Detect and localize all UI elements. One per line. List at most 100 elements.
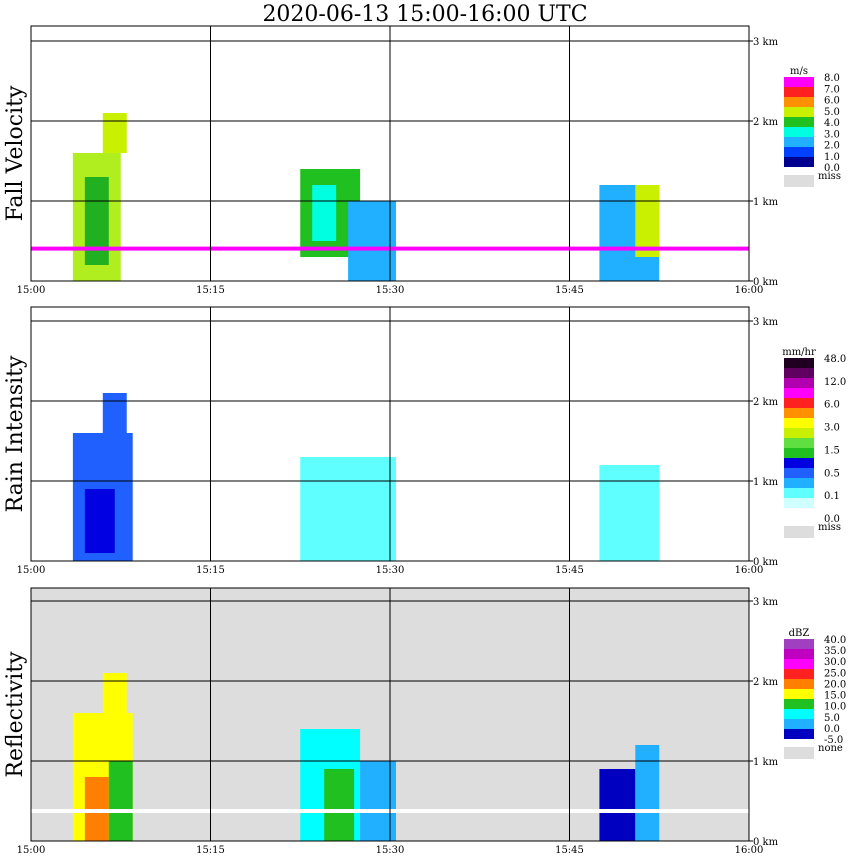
colorbar-swatch: [784, 147, 814, 157]
colorbar-swatch: [784, 468, 814, 478]
y-tick-label: 3 km: [753, 37, 779, 48]
echo-feature: [599, 465, 660, 561]
y-axis-label: Reflectivity: [3, 651, 28, 778]
colorbar-swatch: [784, 388, 814, 398]
colorbar-unit: mm/hr: [782, 347, 816, 358]
colorbar-swatch: [784, 117, 814, 127]
colorbar-label-missing: miss: [818, 171, 841, 182]
echo-feature: [312, 185, 337, 241]
colorbar-label: 7.0: [824, 84, 840, 95]
colorbar-swatch-missing: [784, 747, 814, 759]
colorbar-label: 0.0: [824, 724, 840, 735]
colorbar-swatch: [784, 729, 814, 739]
x-tick-label: 15:30: [376, 845, 405, 856]
colorbar-swatch: [784, 77, 814, 87]
echo-feature: [300, 457, 396, 561]
colorbar-unit: m/s: [790, 66, 808, 77]
x-tick-label: 15:30: [376, 565, 405, 576]
colorbar-swatch: [784, 127, 814, 137]
colorbar-label: 40.0: [824, 635, 846, 646]
x-tick-label: 15:00: [17, 285, 46, 296]
colorbar-swatch: [784, 358, 814, 368]
colorbar-label: 15.0: [824, 691, 846, 702]
colorbar-swatch: [784, 639, 814, 649]
colorbar-label: 6.0: [824, 96, 840, 107]
colorbar-label: 5.0: [824, 107, 840, 118]
x-tick-label: 15:45: [555, 285, 584, 296]
panel-1: 15:00 15:15 15:30 15:45 16:000 km 1 km 2 km 3 k…: [3, 25, 841, 296]
echo-feature: [84, 177, 109, 265]
y-axis-label: Rain Intensity: [3, 355, 28, 512]
colorbar-swatch: [784, 458, 814, 468]
colorbar-label: 3.0: [824, 423, 840, 434]
colorbar-swatch: [784, 669, 814, 679]
colorbar-label: 0.0: [824, 514, 840, 525]
colorbar-label: 8.0: [824, 73, 840, 84]
colorbar-swatch: [784, 679, 814, 689]
colorbar-swatch: [784, 719, 814, 729]
y-tick-label: 2 km: [753, 677, 779, 688]
plot-frame: [30, 306, 750, 562]
colorbar-swatch: [784, 498, 814, 508]
echo-feature: [84, 489, 115, 553]
x-tick-label: 16:00: [735, 845, 764, 856]
echo-feature: [102, 113, 127, 153]
x-tick-label: 15:15: [196, 285, 225, 296]
colorbar-swatch: [784, 428, 814, 438]
colorbar-swatch: [784, 97, 814, 107]
y-tick-label: 1 km: [753, 197, 779, 208]
colorbar-swatch: [784, 709, 814, 719]
colorbar-label: 30.0: [824, 657, 846, 668]
echo-feature: [360, 761, 396, 841]
y-tick-label: 0 km: [753, 557, 779, 568]
x-tick-label: 15:15: [196, 845, 225, 856]
colorbar-swatch: [784, 107, 814, 117]
echo-feature: [324, 769, 355, 841]
panel-3: 15:00 15:15 15:30 15:45 16:000 km 1 km 2 km 3 k…: [3, 587, 846, 856]
x-tick-label: 15:45: [555, 845, 584, 856]
x-tick-label: 16:00: [735, 285, 764, 296]
echo-feature: [102, 673, 127, 713]
colorbar-swatch: [784, 368, 814, 378]
panel-2: 15:00 15:15 15:30 15:45 16:000 km 1 km 2 km 3 k…: [3, 306, 846, 576]
colorbar-swatch: [784, 448, 814, 458]
colorbar-label: 0.0: [824, 163, 840, 174]
colorbar-swatch: [784, 408, 814, 418]
echo-feature: [348, 201, 396, 281]
colorbar-label: 12.0: [824, 377, 846, 388]
colorbar-label: 25.0: [824, 668, 846, 679]
y-tick-label: 1 km: [753, 477, 779, 488]
colorbar-label-missing: none: [818, 743, 843, 754]
x-tick-label: 15:00: [17, 565, 46, 576]
y-tick-label: 0 km: [753, 277, 779, 288]
y-tick-label: 3 km: [753, 317, 779, 328]
colorbar-swatch: [784, 398, 814, 408]
colorbar-label: 6.0: [824, 400, 840, 411]
x-tick-label: 16:00: [735, 565, 764, 576]
colorbar-label: 1.5: [824, 445, 840, 456]
colorbar-label: 2.0: [824, 141, 840, 152]
colorbar-swatch-missing: [784, 526, 814, 538]
echo-feature: [102, 393, 127, 433]
echo-feature: [599, 769, 636, 841]
chart-title: 2020-06-13 15:00-16:00 UTC: [262, 2, 588, 27]
colorbar-label-missing: miss: [818, 522, 841, 533]
colorbar-unit: dBZ: [789, 628, 810, 639]
colorbar-swatch-missing: [784, 175, 814, 187]
x-tick-label: 15:15: [196, 565, 225, 576]
colorbar-label: 0.1: [824, 491, 840, 502]
colorbar-label: 35.0: [824, 646, 846, 657]
x-tick-label: 15:45: [555, 565, 584, 576]
y-tick-label: 2 km: [753, 397, 779, 408]
y-tick-label: 0 km: [753, 837, 779, 848]
colorbar-swatch: [784, 478, 814, 488]
colorbar-label: 10.0: [824, 702, 846, 713]
colorbar-swatch: [784, 508, 814, 518]
colorbar-swatch: [784, 87, 814, 97]
colorbar-label: 20.0: [824, 679, 846, 690]
colorbar-label: 0.5: [824, 468, 840, 479]
colorbar-swatch: [784, 418, 814, 428]
colorbar-swatch: [784, 659, 814, 669]
colorbar-swatch: [784, 689, 814, 699]
